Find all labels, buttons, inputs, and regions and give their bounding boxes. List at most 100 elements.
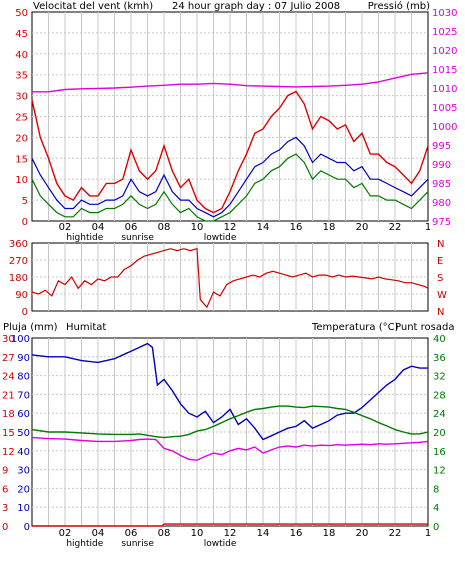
x-tick-label: 10: [191, 222, 204, 233]
wind-speed-tick: 0: [22, 217, 28, 228]
pressure-tick: 980: [432, 198, 451, 209]
pressure-tick: 985: [432, 179, 451, 190]
wind-average-line: [31, 136, 429, 218]
compass-tick: N: [437, 307, 444, 318]
wind-direction-degree-labels: 0 90 180 270 360: [9, 239, 28, 318]
rain-tick: 24: [2, 372, 15, 383]
humidity-tick: 60: [17, 409, 30, 420]
x-tick-label: 16: [290, 222, 303, 233]
humidity-tick-labels: 0 10 20 30 40 50 60 70 80 90 100: [11, 334, 30, 533]
x-tick-label: 12: [224, 222, 237, 233]
x-marker-label: hightide: [66, 233, 103, 243]
pressure-tick: 1015: [432, 65, 457, 76]
pressure-axis-label: Pressió (mb): [368, 0, 430, 12]
humidity-tick: 100: [11, 334, 30, 345]
humidity-axis-label: Humitat: [66, 322, 106, 333]
rain-tick: 0: [2, 522, 8, 533]
humidity-tick: 70: [17, 390, 30, 401]
wind-speed-tick-labels: 0 5 10 15 20 25 30 35 40 45 50: [15, 8, 28, 228]
dew-point-axis-label: Punt rosada: [395, 322, 454, 333]
wind-gust-line: [31, 90, 429, 214]
humidity-tick: 10: [17, 503, 30, 514]
pressure-line: [32, 72, 429, 93]
x-tick-label: 12: [224, 528, 237, 539]
rain-tick: 21: [2, 390, 15, 401]
temperature-tick: 32: [433, 372, 446, 383]
pressure-tick: 975: [432, 217, 451, 228]
rain-tick: 3: [2, 503, 8, 514]
x-tick-label: 1: [425, 528, 431, 539]
x-tick-label: 18: [323, 222, 336, 233]
wind-direction-grid: [32, 243, 428, 311]
compass-tick: E: [437, 256, 443, 267]
rain-tick: 18: [2, 409, 15, 420]
x-marker-label: sunrise: [121, 233, 154, 243]
wind-direction-degree-tick: 270: [9, 256, 28, 267]
wind-pressure-grid: [32, 12, 428, 221]
humidity-tick: 20: [17, 484, 30, 495]
wind-speed-tick: 10: [15, 175, 28, 186]
wind-speed-tick: 30: [15, 92, 28, 103]
humidity-tick: 80: [17, 372, 30, 383]
x-marker-label: sunrise: [121, 539, 154, 549]
temperature-tick: 28: [433, 390, 446, 401]
wind-speed-tick: 25: [15, 113, 28, 124]
wind-speed-tick: 15: [15, 154, 28, 165]
humidity-tick: 40: [17, 447, 30, 458]
rain-tick: 12: [2, 447, 15, 458]
x-tick-label: 20: [356, 222, 369, 233]
pressure-tick: 1010: [432, 84, 457, 95]
x-tick-label: 08: [158, 528, 171, 539]
wind-direction-degree-tick: 0: [22, 307, 28, 318]
compass-tick: W: [437, 290, 447, 301]
temperature-tick-labels: 0 4 8 12 16 20 24 28 32 36 40: [433, 334, 446, 533]
temperature-tick: 4: [433, 503, 439, 514]
wind-pressure-series: [31, 72, 429, 222]
rain-tick: 6: [2, 484, 8, 495]
x-tick-label: 14: [257, 528, 270, 539]
x-tick-label: 22: [389, 222, 402, 233]
rain-line: [32, 523, 428, 527]
humidity-tick: 30: [17, 466, 30, 477]
dew-point-line: [31, 436, 429, 461]
x-tick-label: 08: [158, 222, 171, 233]
wind-direction-line: [31, 247, 429, 309]
pressure-tick-labels: 975 980 985 990 995 1000 1005 1010 1015 1020 1025 1…: [432, 8, 457, 228]
wind-speed-axis-label: Velocitat del vent (kmh): [33, 1, 153, 12]
x-tick-label: 22: [389, 528, 402, 539]
x-tick-label: 16: [290, 528, 303, 539]
humidity-tick: 90: [17, 353, 30, 364]
pressure-tick: 995: [432, 141, 451, 152]
temperature-tick: 12: [433, 466, 446, 477]
wind-speed-tick: 40: [15, 50, 28, 61]
wind-speed-tick: 20: [15, 133, 28, 144]
wind-minimum-line: [31, 153, 429, 222]
x-tick-label: 1: [425, 222, 431, 233]
x-tick-label: 06: [125, 528, 138, 539]
chart-title: 24 hour graph day : 07 Julio 2008: [172, 1, 340, 12]
wind-speed-tick: 50: [15, 8, 28, 19]
x-tick-label: 02: [59, 528, 72, 539]
x-tick-label: 14: [257, 222, 270, 233]
compass-tick: N: [437, 239, 444, 250]
pressure-tick: 1020: [432, 46, 457, 57]
x-tick-label: 10: [191, 528, 204, 539]
humidity-tick: 50: [17, 428, 30, 439]
humidity-line: [31, 342, 428, 441]
temperature-tick: 24: [433, 409, 446, 420]
pressure-tick: 1030: [432, 8, 457, 19]
rain-axis-label: Pluja (mm): [3, 322, 58, 333]
temperature-tick: 8: [433, 484, 439, 495]
x-tick-label: 20: [356, 528, 369, 539]
x-tick-label: 02: [59, 222, 72, 233]
temperature-tick: 36: [433, 353, 446, 364]
humidity-temperature-x-tick-labels: 02 04 06 08 10 12 14 16 18 20 22 1 hightide sunrise lo…: [59, 528, 432, 549]
wind-direction-degree-tick: 360: [9, 239, 28, 250]
wind-speed-tick: 5: [22, 196, 28, 207]
rain-tick-labels: 0 3 6 9 12 15 18 21 24 27 30: [2, 334, 15, 533]
